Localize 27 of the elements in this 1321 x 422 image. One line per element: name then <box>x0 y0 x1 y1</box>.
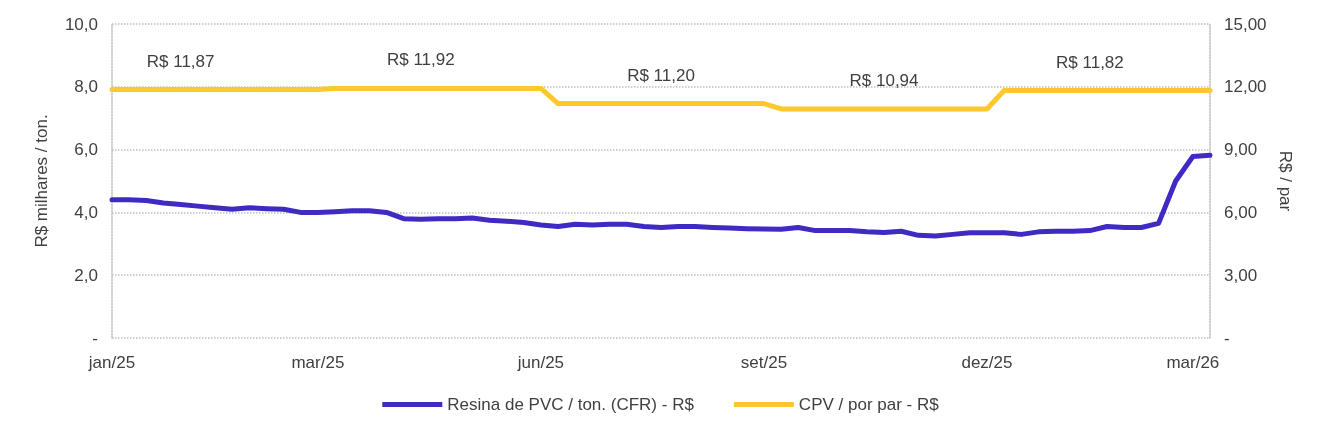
legend-label: Resina de PVC / ton. (CFR) - R$ <box>447 395 695 414</box>
x-tick-label: jan/25 <box>87 353 136 372</box>
data-label: R$ 10,94 <box>849 70 919 90</box>
data-label: R$ 11,92 <box>386 50 455 70</box>
data-label: R$ 11,87 <box>146 51 215 71</box>
x-tick-label: dez/25 <box>961 353 1013 372</box>
data-label: R$ 11,20 <box>627 65 695 85</box>
y-tick-label: 8,0 <box>74 77 98 97</box>
x-tick-label: jun/25 <box>516 353 565 372</box>
y-tick-label: 2,0 <box>74 265 98 285</box>
x-tick-label: mar/25 <box>291 353 345 372</box>
y-tick-label: 4,0 <box>74 202 98 222</box>
y-axis-title: R$ milhares / ton. <box>32 114 51 248</box>
y2-tick-label: 12,00 <box>1224 77 1267 97</box>
y2-tick-label: 9,00 <box>1224 140 1258 160</box>
y-tick-label: 10,0 <box>64 14 98 34</box>
y2-tick-label: - <box>1224 328 1230 348</box>
y2-tick-label: 3,00 <box>1224 265 1258 285</box>
y2-tick-label: 15,00 <box>1224 14 1267 34</box>
legend-label: CPV / por par - R$ <box>798 395 940 414</box>
data-label: R$ 11,82 <box>1056 52 1124 72</box>
x-tick-label: set/25 <box>740 353 788 372</box>
y-tick-label: 6,0 <box>74 140 98 160</box>
y2-tick-label: 6,00 <box>1224 202 1258 222</box>
y-tick-label: - <box>92 328 98 348</box>
y2-axis-title: R$ / par <box>1276 150 1296 212</box>
x-tick-label: mar/26 <box>1166 353 1220 372</box>
